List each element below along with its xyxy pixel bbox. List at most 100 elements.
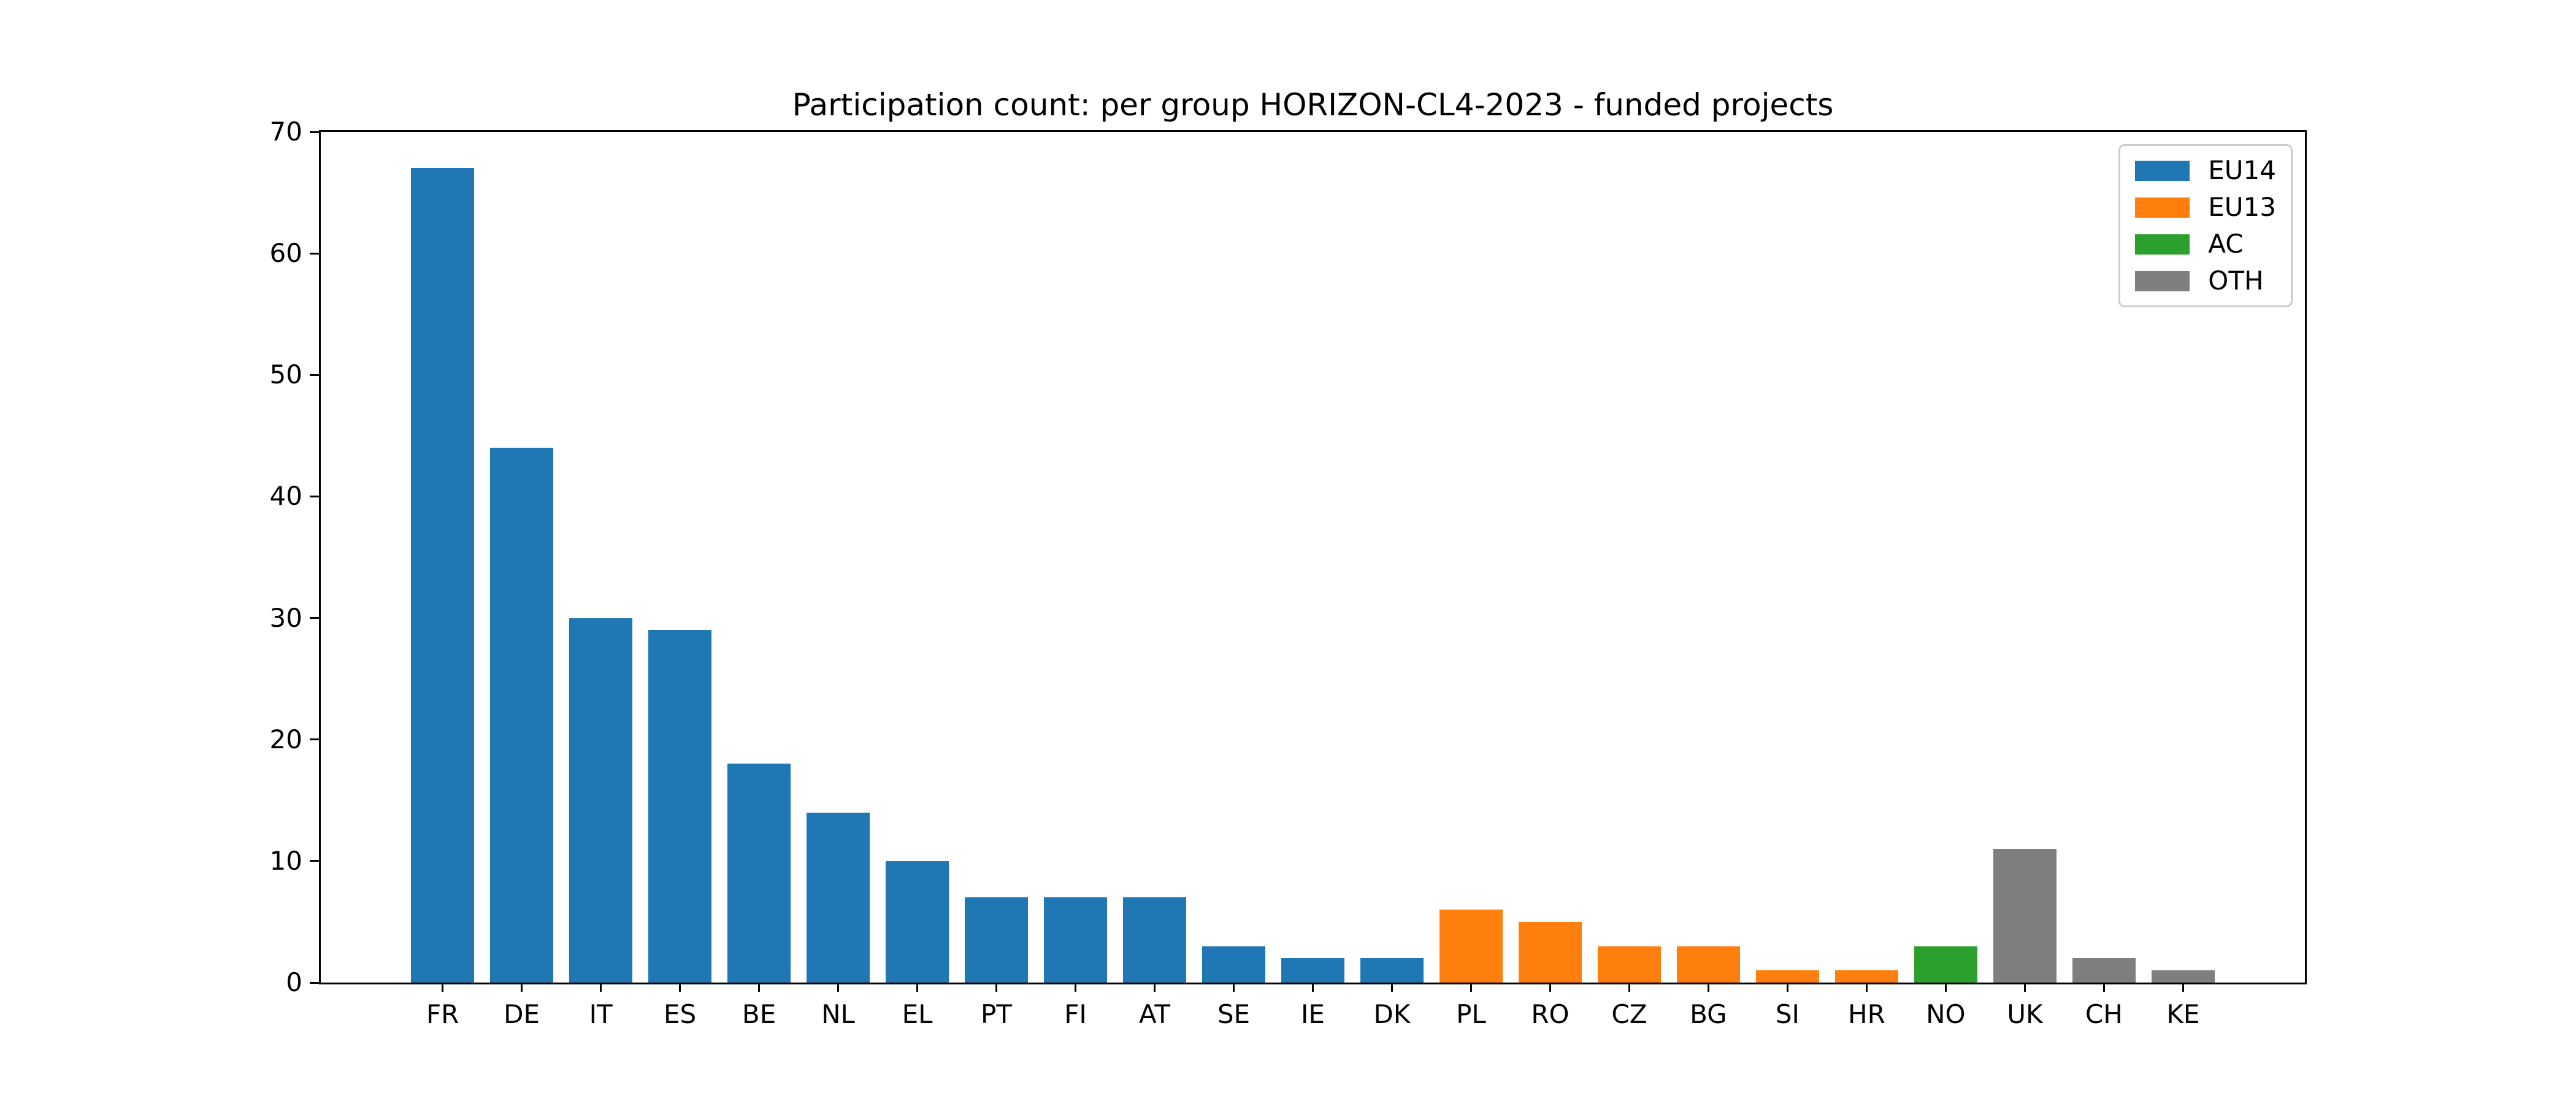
legend-swatch-ac: [2135, 234, 2190, 255]
x-tick-label-si: SI: [1775, 999, 1800, 1029]
x-tick-se: [1233, 983, 1235, 992]
bar-hr: [1834, 970, 1898, 983]
x-tick-label-pl: PL: [1456, 999, 1486, 1029]
bar-el: [885, 861, 949, 983]
x-tick-label-it: IT: [589, 999, 613, 1029]
bar-es: [648, 630, 712, 983]
bar-pt: [964, 897, 1029, 983]
x-tick-label-ie: IE: [1301, 999, 1325, 1029]
x-tick-es: [679, 983, 681, 992]
plot-area: [319, 130, 2307, 984]
bar-no: [1914, 946, 1977, 983]
legend: EU14 EU13 AC OTH: [2118, 144, 2293, 307]
bar-uk: [1993, 849, 2057, 983]
legend-item-ac: AC: [2135, 231, 2276, 258]
y-tick-label-10: 10: [269, 845, 302, 876]
y-tick-60: [310, 252, 319, 255]
bar-ch: [2072, 958, 2136, 983]
legend-swatch-oth: [2135, 270, 2190, 291]
bar-si: [1755, 970, 1820, 983]
bar-dk: [1360, 958, 1424, 983]
y-tick-label-40: 40: [269, 481, 302, 512]
y-tick-0: [310, 981, 319, 984]
x-tick-ch: [2103, 983, 2105, 992]
x-tick-hr: [1865, 983, 1868, 992]
bar-fr: [411, 168, 475, 983]
x-tick-label-fi: FI: [1064, 999, 1087, 1029]
x-tick-ro: [1549, 983, 1551, 992]
x-tick-uk: [2023, 983, 2026, 992]
y-tick-label-30: 30: [269, 602, 302, 633]
y-tick-label-60: 60: [269, 238, 302, 269]
legend-label-oth: OTH: [2208, 266, 2264, 296]
y-tick-30: [310, 617, 319, 619]
x-tick-label-at: AT: [1138, 999, 1171, 1029]
x-tick-label-ke: KE: [2166, 999, 2200, 1029]
x-tick-label-no: NO: [1926, 999, 1966, 1029]
x-tick-label-hr: HR: [1848, 999, 1885, 1029]
y-tick-50: [310, 374, 319, 376]
x-tick-dk: [1390, 983, 1393, 992]
legend-item-eu14: EU14: [2135, 157, 2276, 184]
x-tick-it: [600, 983, 602, 992]
bar-de: [490, 448, 554, 983]
x-tick-label-es: ES: [663, 999, 697, 1029]
legend-label-eu13: EU13: [2208, 192, 2276, 222]
x-tick-at: [1154, 983, 1156, 992]
y-tick-label-0: 0: [286, 967, 302, 997]
y-tick-20: [310, 738, 319, 741]
x-tick-be: [758, 983, 761, 992]
x-tick-label-be: BE: [742, 999, 776, 1029]
bar-nl: [806, 812, 870, 983]
x-tick-si: [1786, 983, 1788, 992]
legend-swatch-eu14: [2135, 160, 2190, 181]
y-tick-label-70: 70: [269, 117, 302, 147]
x-tick-label-el: EL: [902, 999, 933, 1029]
x-tick-label-fr: FR: [426, 999, 459, 1029]
y-tick-label-20: 20: [269, 724, 302, 754]
x-tick-label-nl: NL: [821, 999, 855, 1029]
x-tick-fi: [1075, 983, 1077, 992]
x-tick-ie: [1312, 983, 1314, 992]
bar-ke: [2151, 970, 2215, 983]
x-tick-ke: [2182, 983, 2184, 992]
x-tick-pt: [995, 983, 998, 992]
legend-label-eu14: EU14: [2208, 155, 2276, 185]
y-tick-label-50: 50: [269, 359, 302, 390]
x-tick-label-bg: BG: [1690, 999, 1727, 1029]
bar-ro: [1518, 921, 1582, 983]
x-tick-label-pt: PT: [981, 999, 1013, 1029]
bar-be: [727, 764, 791, 983]
bar-at: [1122, 897, 1187, 983]
bar-it: [569, 618, 633, 983]
y-tick-40: [310, 495, 319, 497]
x-tick-bg: [1707, 983, 1709, 992]
y-tick-70: [310, 131, 319, 133]
x-tick-pl: [1470, 983, 1472, 992]
chart-title: Participation count: per group HORIZON-C…: [792, 87, 1834, 123]
legend-label-ac: AC: [2208, 229, 2244, 259]
x-tick-cz: [1628, 983, 1630, 992]
legend-swatch-eu13: [2135, 197, 2190, 218]
x-tick-label-cz: CZ: [1611, 999, 1647, 1029]
x-tick-label-se: SE: [1217, 999, 1251, 1029]
bar-cz: [1597, 946, 1662, 983]
y-tick-10: [310, 860, 319, 862]
x-tick-label-ch: CH: [2085, 999, 2123, 1029]
x-tick-label-ro: RO: [1531, 999, 1570, 1029]
x-tick-de: [521, 983, 523, 992]
bar-fi: [1043, 897, 1108, 983]
bar-ie: [1281, 958, 1345, 983]
x-tick-el: [916, 983, 919, 992]
x-tick-nl: [837, 983, 840, 992]
legend-item-eu13: EU13: [2135, 194, 2276, 221]
bar-bg: [1676, 946, 1741, 983]
x-tick-label-dk: DK: [1373, 999, 1411, 1029]
legend-item-oth: OTH: [2135, 267, 2276, 294]
bar-pl: [1439, 910, 1503, 983]
x-tick-label-de: DE: [504, 999, 540, 1029]
bar-se: [1202, 946, 1266, 983]
x-tick-no: [1944, 983, 1947, 992]
x-tick-label-uk: UK: [2007, 999, 2043, 1029]
